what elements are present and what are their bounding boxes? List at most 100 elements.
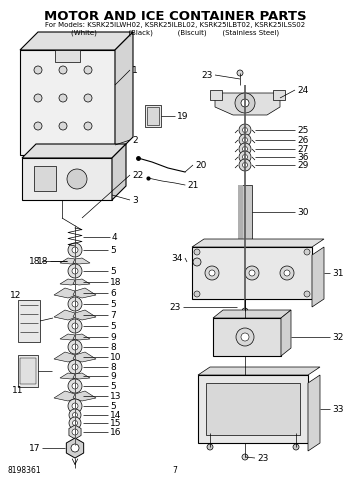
- Circle shape: [72, 301, 78, 307]
- Text: 18: 18: [36, 256, 48, 266]
- Circle shape: [68, 264, 82, 278]
- Circle shape: [72, 323, 78, 329]
- Text: 5: 5: [110, 245, 116, 255]
- Text: 34: 34: [172, 254, 183, 262]
- Polygon shape: [308, 375, 320, 451]
- Circle shape: [193, 258, 201, 266]
- Circle shape: [242, 454, 248, 460]
- Polygon shape: [73, 334, 90, 340]
- Circle shape: [280, 266, 294, 280]
- Text: 11: 11: [12, 385, 23, 395]
- Text: 9: 9: [110, 371, 116, 381]
- Bar: [20, 358, 36, 384]
- Circle shape: [69, 417, 81, 429]
- Circle shape: [243, 138, 247, 142]
- Circle shape: [235, 93, 255, 113]
- Text: 24: 24: [297, 85, 308, 95]
- Circle shape: [194, 249, 200, 255]
- Circle shape: [209, 270, 215, 276]
- Circle shape: [67, 169, 87, 189]
- Text: 8: 8: [110, 363, 116, 371]
- Polygon shape: [112, 144, 126, 200]
- Polygon shape: [73, 258, 90, 264]
- Text: MOTOR AND ICE CONTAINER PARTS: MOTOR AND ICE CONTAINER PARTS: [44, 10, 306, 23]
- Circle shape: [68, 297, 82, 311]
- Text: 33: 33: [332, 404, 343, 413]
- Circle shape: [207, 444, 213, 450]
- Text: 5: 5: [110, 401, 116, 411]
- Text: 8: 8: [110, 342, 116, 352]
- Text: 26: 26: [297, 136, 308, 144]
- Polygon shape: [20, 32, 133, 50]
- Text: 16: 16: [110, 427, 121, 437]
- Circle shape: [237, 70, 243, 76]
- Circle shape: [84, 94, 92, 102]
- Circle shape: [59, 122, 67, 130]
- Bar: [210, 90, 222, 100]
- Text: 22: 22: [132, 170, 143, 180]
- Polygon shape: [60, 373, 77, 379]
- Text: 23: 23: [170, 302, 181, 312]
- Bar: [192, 247, 312, 299]
- Text: 15: 15: [110, 418, 121, 427]
- Polygon shape: [215, 93, 280, 115]
- Text: 8198361: 8198361: [8, 466, 42, 475]
- Bar: [22, 158, 112, 200]
- Text: 12: 12: [10, 290, 21, 299]
- Polygon shape: [60, 334, 77, 340]
- Circle shape: [239, 151, 251, 163]
- Circle shape: [241, 333, 249, 341]
- Circle shape: [284, 270, 290, 276]
- Circle shape: [72, 429, 78, 435]
- Polygon shape: [281, 310, 291, 356]
- Polygon shape: [69, 425, 81, 439]
- Circle shape: [72, 383, 78, 389]
- Polygon shape: [73, 352, 96, 362]
- Circle shape: [71, 444, 79, 452]
- Text: 36: 36: [297, 153, 308, 161]
- Text: 2: 2: [132, 136, 138, 144]
- Text: 30: 30: [297, 208, 308, 216]
- Polygon shape: [73, 391, 96, 401]
- Circle shape: [239, 159, 251, 171]
- Circle shape: [239, 143, 251, 155]
- Circle shape: [84, 66, 92, 74]
- Circle shape: [236, 328, 254, 346]
- Text: 7: 7: [173, 466, 177, 475]
- Text: 17: 17: [28, 443, 40, 453]
- Text: 23: 23: [257, 454, 268, 463]
- Circle shape: [68, 340, 82, 354]
- Circle shape: [249, 270, 255, 276]
- Bar: [273, 90, 285, 100]
- Circle shape: [72, 412, 77, 417]
- Circle shape: [239, 134, 251, 146]
- Circle shape: [243, 162, 247, 168]
- Circle shape: [245, 266, 259, 280]
- Circle shape: [84, 122, 92, 130]
- Text: 4: 4: [112, 232, 118, 242]
- Circle shape: [72, 421, 77, 426]
- Bar: [20, 50, 115, 155]
- Polygon shape: [73, 288, 96, 298]
- Text: (White)              (Black)           (Biscuit)       (Stainless Steel): (White) (Black) (Biscuit) (Stainless Ste…: [71, 29, 279, 35]
- Polygon shape: [73, 310, 96, 320]
- Circle shape: [68, 379, 82, 393]
- Circle shape: [72, 268, 78, 274]
- Circle shape: [72, 247, 78, 253]
- Text: 7: 7: [110, 311, 116, 319]
- Circle shape: [72, 364, 78, 370]
- Polygon shape: [198, 367, 320, 375]
- Bar: [238, 185, 252, 240]
- Circle shape: [68, 360, 82, 374]
- Circle shape: [241, 99, 249, 107]
- Bar: [206, 383, 300, 435]
- Circle shape: [242, 308, 248, 314]
- Text: 9: 9: [110, 332, 116, 341]
- Polygon shape: [66, 438, 84, 458]
- Polygon shape: [54, 391, 77, 401]
- Bar: [18, 300, 40, 342]
- Circle shape: [34, 94, 42, 102]
- Text: 3: 3: [132, 196, 138, 204]
- Text: 29: 29: [297, 160, 308, 170]
- Text: 19: 19: [177, 112, 189, 120]
